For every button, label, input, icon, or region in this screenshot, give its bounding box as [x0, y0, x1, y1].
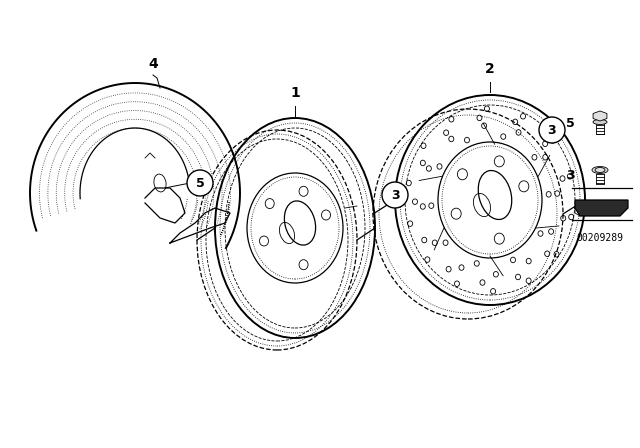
- Ellipse shape: [592, 167, 608, 173]
- Text: 5: 5: [566, 116, 575, 129]
- Circle shape: [187, 170, 213, 196]
- Ellipse shape: [593, 120, 607, 125]
- Text: 3: 3: [390, 189, 399, 202]
- Text: 1: 1: [290, 86, 300, 100]
- Text: 00209289: 00209289: [577, 233, 623, 243]
- Text: 2: 2: [485, 62, 495, 76]
- Text: 3: 3: [548, 124, 556, 137]
- Text: 4: 4: [148, 57, 158, 71]
- Text: 3: 3: [566, 168, 575, 181]
- Polygon shape: [593, 111, 607, 121]
- Circle shape: [382, 182, 408, 208]
- Circle shape: [539, 117, 565, 143]
- Polygon shape: [575, 200, 628, 216]
- Text: 5: 5: [196, 177, 204, 190]
